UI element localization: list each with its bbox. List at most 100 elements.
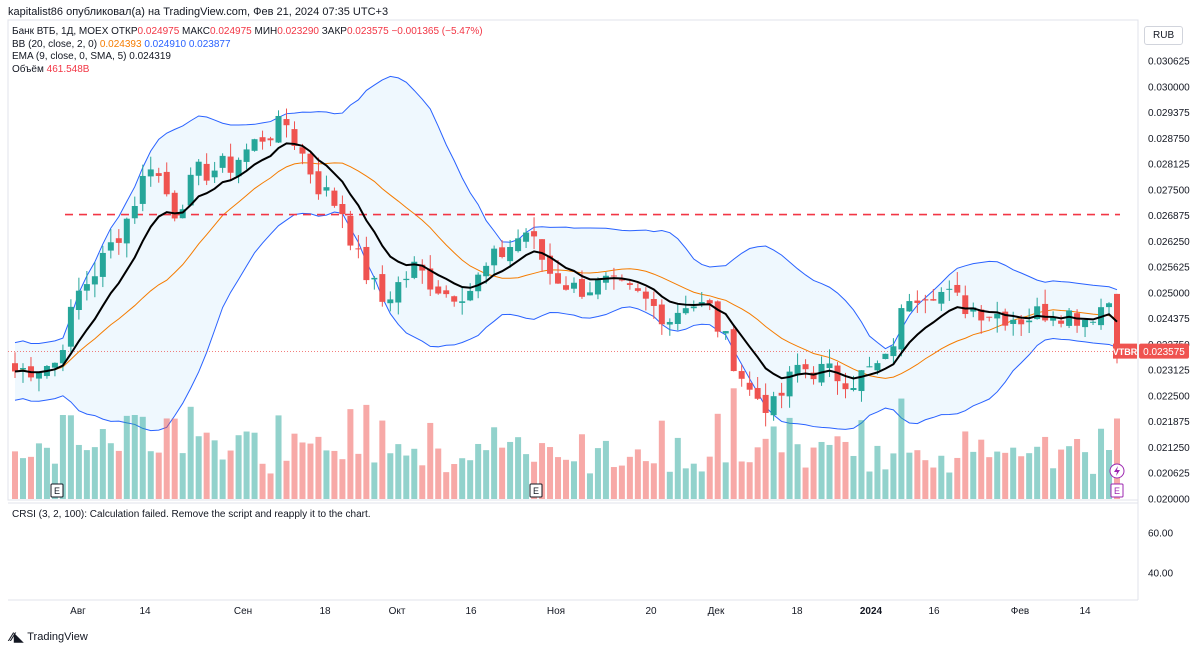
volume-bar (355, 453, 362, 499)
candle-body (35, 372, 42, 379)
volume-bar (986, 457, 993, 499)
legend-bb-upper: 0.024910 (144, 38, 187, 50)
volume-bar (131, 415, 138, 499)
bb-basis-line (14, 162, 1118, 379)
legend-volume-row: Объём 461.548B (12, 64, 483, 77)
tradingview-brand[interactable]: ⁄⁄◣ TradingView (10, 630, 88, 644)
candle-body (1066, 310, 1073, 326)
legend-high: 0.024975 (209, 26, 252, 37)
y-tick-label: 0.023125 (1148, 366, 1190, 377)
rsi-message: CRSI (3, 2, 100): Calculation failed. Re… (12, 509, 371, 520)
candle-body (155, 173, 162, 176)
volume-bar (275, 415, 282, 499)
volume-bar (874, 445, 881, 499)
candle-body (994, 313, 1001, 319)
volume-bar (307, 443, 314, 499)
legend-low: 0.023290 (277, 26, 319, 37)
volume-bar (379, 420, 386, 499)
legend-open: 0.024975 (137, 26, 180, 37)
candle-body (531, 231, 538, 237)
y-tick-label: 0.024375 (1148, 314, 1190, 325)
volume-bar (491, 427, 498, 499)
candle-body (427, 268, 434, 290)
bb-band-fill (15, 76, 1117, 431)
candle-body (251, 139, 258, 151)
candle-body (363, 246, 370, 281)
candle-body (626, 283, 633, 285)
legend-open-label: ОТКР (111, 26, 138, 37)
candle-body (307, 153, 314, 175)
legend-volume-label: Объём (12, 63, 44, 75)
candle-body (507, 247, 514, 262)
volume-bar (363, 404, 370, 499)
volume-bar (1050, 468, 1057, 499)
volume-bar (666, 471, 673, 499)
y-tick-label: 0.026250 (1148, 237, 1190, 248)
volume-bar (395, 444, 402, 499)
legend-bb-label: BB (20, close, 2, 0) (12, 38, 98, 50)
volume-bar (970, 451, 977, 499)
legend: Банк ВТБ, 1Д, MOEX ОТКР0.024975 МАКС0.02… (12, 26, 483, 76)
volume-bar (1098, 428, 1105, 499)
candle-body (802, 364, 809, 370)
volume-bar (107, 443, 114, 499)
legend-ema-value: 0.024319 (129, 51, 171, 62)
candle-body (467, 290, 474, 301)
y-tick-label: 0.026875 (1148, 211, 1190, 222)
volume-bar (219, 459, 226, 499)
candle-body (986, 316, 993, 318)
bb-lower-line (14, 211, 1118, 432)
candle-body (1026, 320, 1033, 323)
legend-low-label: МИН (254, 26, 278, 37)
volume-bar (834, 436, 841, 499)
candle-body (187, 174, 194, 206)
candle-body (770, 396, 777, 416)
candle-body (1042, 303, 1049, 321)
candle-body (267, 138, 274, 141)
earnings-marker-label: E (533, 486, 539, 496)
candle-body (107, 242, 114, 251)
candle-body (91, 276, 98, 285)
volume-bar (1082, 452, 1089, 499)
y-tick-label: 0.021250 (1148, 443, 1190, 454)
volume-bar (850, 455, 857, 499)
volume-bar (35, 443, 42, 499)
legend-bb-mid: 0.024393 (99, 38, 142, 50)
y-tick-label: 0.028750 (1148, 134, 1190, 145)
x-tick-label: Ноя (547, 606, 565, 617)
volume-bar (75, 444, 82, 499)
volume-bar (922, 460, 929, 499)
volume-bar (235, 435, 242, 499)
candle-body (555, 273, 562, 284)
price-tag-symbol: VTBR (1113, 347, 1138, 357)
candle-body (674, 312, 681, 324)
volume-bar (650, 463, 657, 499)
volume-bar (978, 439, 985, 499)
candle-body (547, 255, 554, 274)
candle-body (539, 239, 546, 260)
x-tick-label: 14 (139, 606, 151, 617)
candle-body (379, 274, 386, 302)
volume-bar (810, 447, 817, 499)
candle-body (898, 308, 905, 350)
volume-bar (347, 409, 354, 499)
volume-bar (690, 463, 697, 499)
x-tick-label: Авг (70, 606, 86, 617)
volume-bar (331, 450, 338, 499)
candle-body (371, 277, 378, 280)
volume-bar (339, 459, 346, 499)
currency-button[interactable]: RUB (1144, 26, 1184, 45)
legend-close: 0.023575 (346, 26, 389, 37)
volume-bar (1002, 452, 1009, 499)
volume-bar (610, 467, 617, 499)
candle-body (754, 388, 761, 399)
candle-body (171, 192, 178, 219)
candle-body (610, 275, 617, 277)
volume-bar (259, 463, 266, 499)
candle-body (259, 137, 266, 142)
y-tick-label: 0.030000 (1148, 82, 1190, 93)
candle-body (203, 163, 210, 181)
candle-body (1010, 319, 1017, 324)
volume-bar (890, 453, 897, 499)
